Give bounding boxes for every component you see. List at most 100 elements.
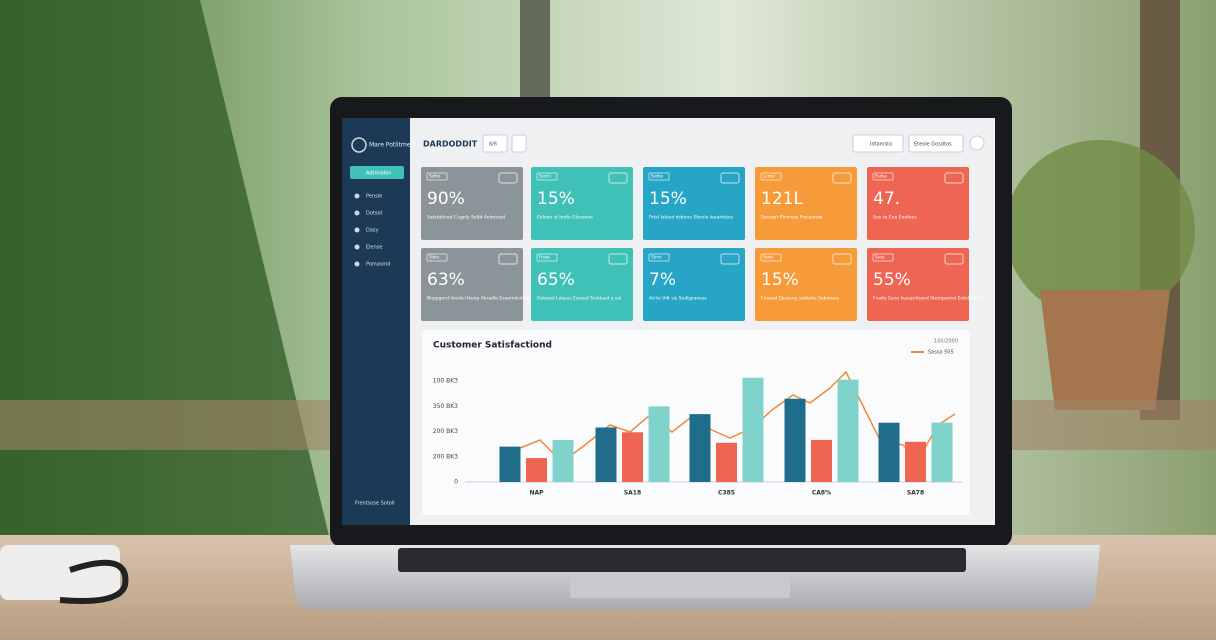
card-label: Sbrto [651, 255, 662, 260]
x-tick-label: C385 [718, 490, 735, 497]
x-tick-label: CA8% [812, 490, 831, 497]
card-value: 7% [649, 270, 676, 290]
bar [784, 398, 806, 482]
nav-label[interactable]: Dasy [366, 228, 379, 234]
keyboard [398, 548, 966, 572]
trackpad [570, 576, 790, 598]
button[interactable] [908, 134, 964, 153]
x-tick-label: SA78 [907, 490, 924, 497]
plant-pot [1040, 290, 1170, 410]
sidebar-footer: Frentsose Sotoll [355, 501, 395, 507]
y-tick-label: 200 BK3 [433, 428, 458, 435]
avatar[interactable] [969, 135, 985, 151]
card-badge [872, 253, 894, 262]
logo [351, 137, 367, 153]
bar [716, 442, 737, 482]
bar [552, 439, 574, 482]
filter-label[interactable]: 8/6 [489, 142, 497, 148]
nav-label[interactable]: Pomasmd [366, 262, 390, 268]
y-tick-label: 0 [454, 479, 458, 486]
nav-icon[interactable] [354, 193, 360, 199]
card-label: Esdsa [875, 174, 887, 179]
kpi-card [755, 167, 857, 240]
card-value: 121L [761, 189, 803, 209]
card-caption: Sanaefr Pinmete Fresasnde [761, 215, 823, 221]
dynamic: Pensle Dotsot Dasy Elense Pomasmd Sidtle 90% Sa… [354, 167, 982, 497]
card-caption: Satsfatlnad Cugnly Soltd Aolmstad [427, 215, 505, 221]
nav-icon[interactable] [354, 244, 360, 250]
nav-label[interactable]: Adtmialon [366, 171, 391, 177]
card-value: 63% [427, 270, 465, 290]
card-value: 65% [537, 270, 575, 290]
card-value: 15% [649, 189, 687, 209]
nav-active[interactable] [350, 166, 404, 179]
card-value: 15% [537, 189, 575, 209]
card-icon [498, 253, 518, 265]
card-badge [760, 253, 782, 262]
sidebar [342, 118, 410, 525]
card-value: 47. [873, 189, 900, 209]
card-icon [944, 253, 964, 265]
card-icon [832, 253, 852, 265]
bar [878, 422, 900, 482]
filter-btn[interactable] [511, 134, 527, 153]
card-caption: Fneesd Ebsesnp setleste Saboraes [761, 296, 840, 302]
card-value: 55% [873, 270, 911, 290]
bar [648, 406, 670, 482]
bar [622, 432, 643, 482]
card-badge [648, 253, 670, 262]
card-caption: Fnwte Eeno kusoprilssed Stenqaetnd Eobd … [873, 296, 982, 302]
card-badge [536, 253, 558, 262]
nav-icon[interactable] [354, 227, 360, 233]
filter[interactable] [482, 134, 508, 153]
nav-icon[interactable] [354, 261, 360, 267]
y-tick-label: 100 BK3 [433, 378, 458, 385]
legend-label: Sasso 505 [928, 350, 954, 356]
card-icon [498, 172, 518, 184]
kpi-card [867, 248, 969, 321]
chart-period: 100/2000 [934, 339, 958, 345]
card-label: Sase [875, 255, 885, 260]
x-tick-label: SA18 [624, 490, 641, 497]
nav-label[interactable]: Dotsot [366, 211, 383, 217]
button-label[interactable]: Idtamsto [870, 142, 892, 148]
bar [742, 377, 764, 482]
card-label: Sidtle [429, 174, 441, 179]
bar [931, 422, 953, 482]
x-tick-label: NAP [529, 490, 544, 497]
chart-title: Customer Satisfactiond [433, 341, 552, 351]
y-tick-label: 200 BK3 [433, 453, 458, 460]
bar [526, 458, 547, 482]
kpi-card [421, 167, 523, 240]
plant [1005, 140, 1195, 320]
card-icon [720, 253, 740, 265]
nav-label[interactable]: Elense [366, 245, 382, 251]
card-label: Sidre [429, 255, 440, 260]
card-caption: Gotenol Ldasus Earsed Snstlaed y osl [537, 296, 621, 302]
kpi-card [421, 248, 523, 321]
card-badge [872, 172, 894, 181]
bar [499, 446, 521, 482]
card-caption: Bnppgnrd ilsede Hkonp Akradle Esaemdsd E… [427, 296, 545, 302]
card-value: 90% [427, 189, 465, 209]
card-caption: Soe te Ene Enofaes [873, 215, 917, 221]
kpi-card [643, 248, 745, 321]
card-icon [608, 172, 628, 184]
nav-label[interactable]: Pensle [366, 194, 382, 200]
button-label[interactable]: Eteole Gosdtos [914, 142, 952, 148]
bar [689, 414, 711, 482]
card-caption: Eoloen st Imtle Glvsoone [537, 215, 593, 221]
kpi-card [531, 248, 633, 321]
button[interactable] [852, 134, 904, 153]
header-title: DARDODDIT [423, 140, 478, 149]
kpi-card [531, 167, 633, 240]
nav-icon[interactable] [354, 210, 360, 216]
bar [811, 439, 832, 482]
card-badge [426, 172, 448, 181]
card-label: Sratnl [539, 174, 551, 179]
card-badge [760, 172, 782, 181]
card-badge [536, 172, 558, 181]
card-icon [720, 172, 740, 184]
